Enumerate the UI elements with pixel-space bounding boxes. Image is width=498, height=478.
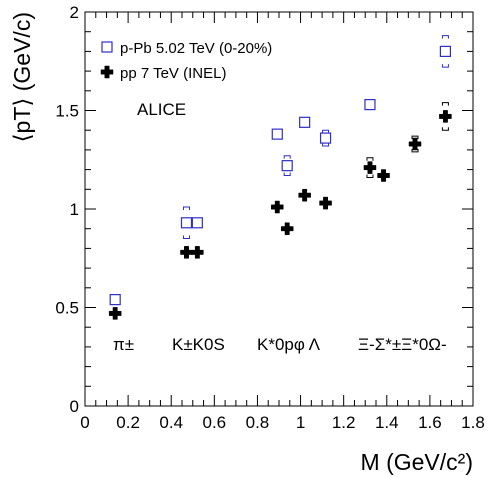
point-ppb: [439, 45, 452, 58]
point-pp: [280, 222, 294, 235]
y-tick-label: 2: [70, 3, 79, 22]
y-tick-label: 0.5: [55, 299, 79, 318]
x-tick-label: 1.4: [375, 413, 399, 432]
particle-label: K*0pφ Λ: [257, 335, 321, 354]
point-pp: [298, 188, 311, 202]
syst-bracket-bottom: [411, 148, 419, 153]
legend-label-ppb: p-Pb 5.02 TeV (0-20%): [120, 40, 272, 57]
point-pp: [271, 200, 284, 214]
point-ppb: [319, 132, 332, 144]
point-ppb: [299, 116, 311, 128]
legend-marker-ppb: [101, 41, 113, 53]
point-ppb: [281, 160, 293, 172]
syst-bracket-top: [322, 129, 330, 134]
legend-marker-pp: [100, 65, 114, 79]
syst-bracket-bottom: [283, 172, 291, 177]
x-tick-label: 1.6: [418, 413, 442, 432]
point-pp: [191, 246, 204, 259]
y-axis-title: ⟨pT⟩ (GeV/c): [9, 12, 35, 142]
point-ppb: [191, 217, 203, 229]
x-tick-label: 1: [296, 413, 305, 432]
syst-bracket-bottom: [441, 64, 449, 68]
x-axis-title: M (GeV/c²): [361, 449, 473, 475]
x-tick-label: 0.4: [159, 413, 183, 432]
syst-bracket-top: [441, 35, 449, 39]
point-pp: [108, 307, 122, 320]
particle-label: π±: [113, 335, 134, 354]
syst-bracket-bottom: [182, 235, 190, 240]
alice-label: ALICE: [137, 100, 186, 119]
legend-label-pp: pp 7 TeV (INEL): [120, 65, 226, 82]
point-ppb: [109, 294, 121, 306]
point-pp: [439, 110, 452, 123]
point-ppb: [271, 128, 283, 140]
x-tick-label: 0.6: [203, 413, 227, 432]
y-tick-label: 1.5: [55, 102, 79, 121]
point-ppb: [364, 98, 376, 111]
syst-bracket-bottom: [322, 142, 330, 147]
particle-label: K±K0S: [172, 335, 225, 354]
point-pp: [408, 137, 422, 151]
syst-bracket-top: [366, 157, 374, 161]
x-tick-label: 1.8: [461, 413, 485, 432]
point-pp: [377, 169, 390, 182]
point-ppb: [180, 217, 193, 229]
point-pp: [319, 196, 332, 210]
x-tick-label: 0.2: [116, 413, 140, 432]
point-pp: [363, 161, 377, 174]
syst-bracket-top: [411, 135, 419, 140]
particle-label: Ξ-Σ*±Ξ*0Ω-: [358, 335, 447, 354]
syst-bracket-top: [283, 155, 291, 159]
syst-bracket-top: [182, 206, 190, 211]
y-tick-label: 0: [70, 397, 79, 416]
y-tick-label: 1: [70, 200, 79, 219]
x-tick-label: 0.8: [246, 413, 270, 432]
x-tick-label: 1.2: [332, 413, 356, 432]
point-pp: [180, 246, 193, 259]
syst-bracket-top: [441, 102, 449, 106]
x-tick-label: 0: [80, 413, 89, 432]
syst-bracket-bottom: [366, 174, 374, 178]
syst-bracket-bottom: [441, 127, 449, 131]
